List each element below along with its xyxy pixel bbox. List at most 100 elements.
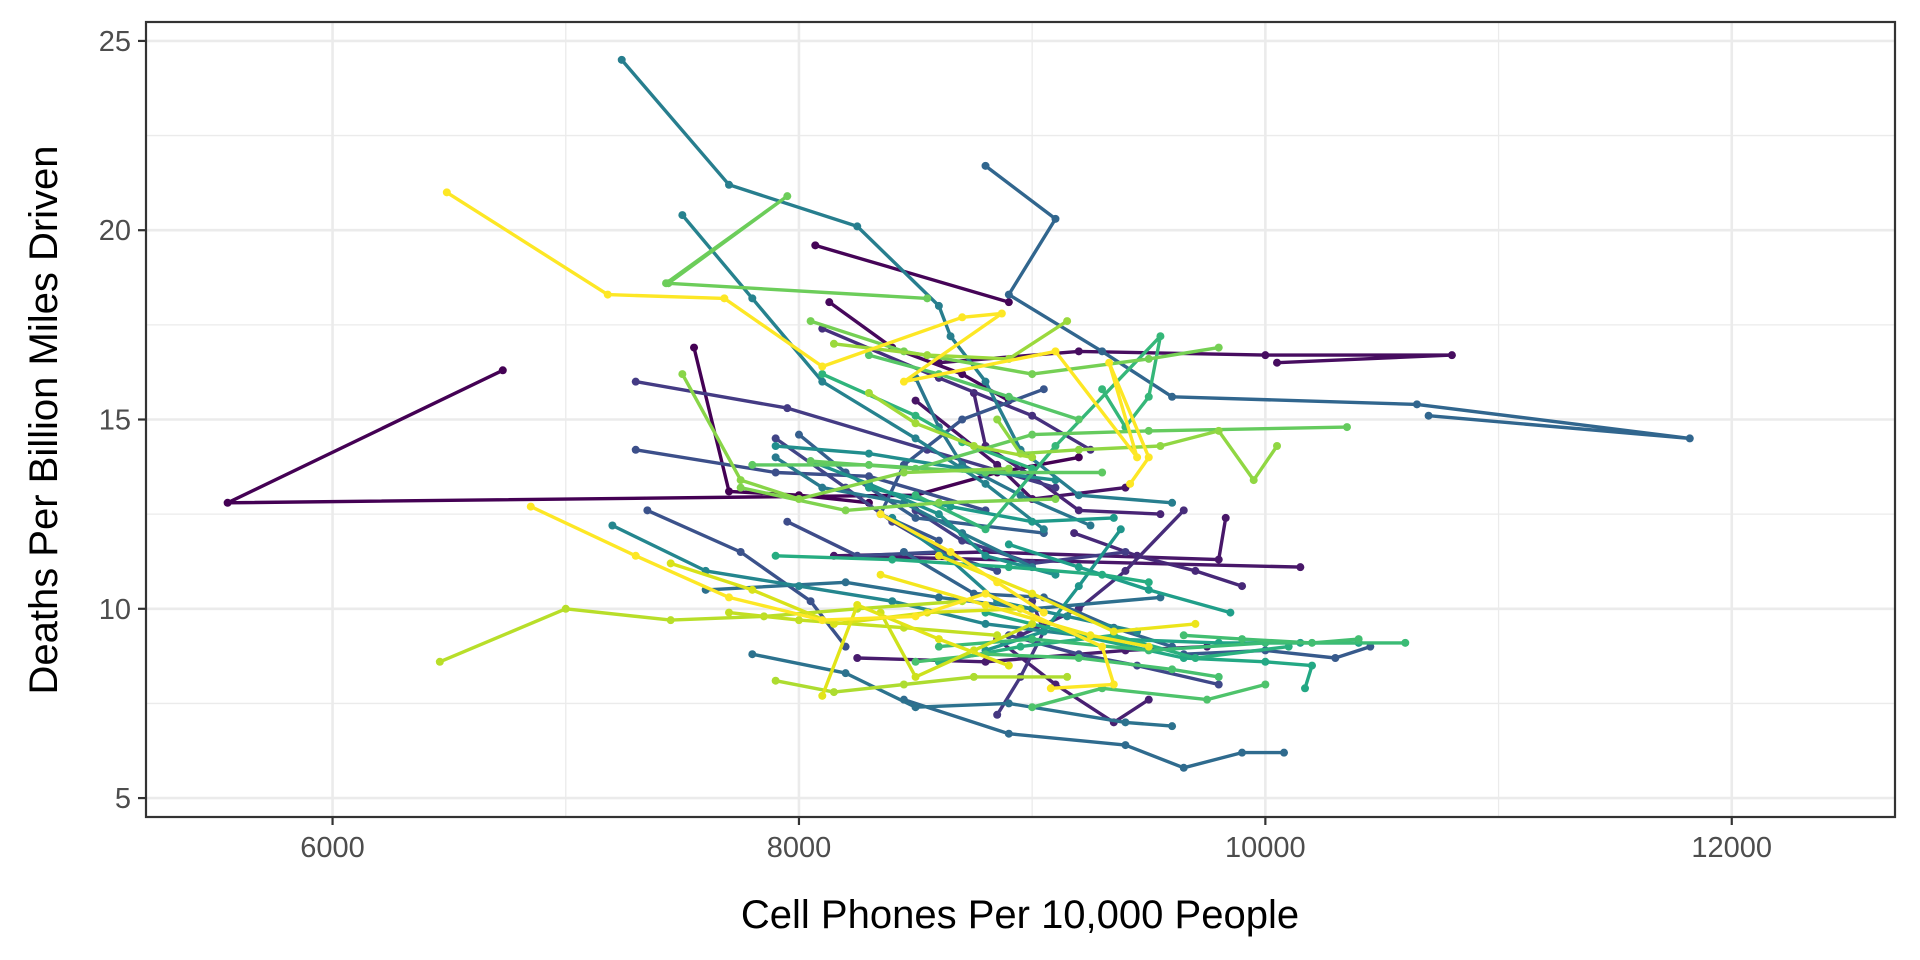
data-point: [1028, 619, 1037, 628]
data-point: [1098, 468, 1107, 477]
data-point: [1144, 585, 1153, 594]
data-point: [783, 404, 792, 413]
data-point: [1098, 385, 1107, 394]
data-point: [911, 411, 920, 420]
data-point: [771, 434, 780, 443]
data-point: [1004, 661, 1013, 670]
data-point: [1144, 642, 1153, 651]
series-line: [878, 573, 1151, 649]
series-group: [811, 241, 1013, 307]
data-point: [811, 241, 820, 250]
data-point: [1063, 612, 1072, 621]
data-point: [1098, 570, 1107, 579]
data-point: [899, 680, 908, 689]
data-point: [1144, 392, 1153, 401]
data-point: [1105, 358, 1114, 367]
data-point: [1179, 506, 1188, 515]
data-point: [981, 377, 990, 386]
data-point: [1156, 510, 1165, 519]
data-point: [1051, 214, 1060, 223]
data-point: [1074, 506, 1083, 515]
data-point: [1366, 642, 1375, 651]
plot-panel: [144, 20, 1897, 819]
data-point: [1168, 498, 1177, 507]
data-point: [1308, 661, 1316, 670]
data-point: [1051, 483, 1060, 492]
data-point: [1051, 442, 1060, 450]
data-point: [1074, 491, 1083, 500]
data-point: [818, 377, 827, 386]
series-group: [1070, 529, 1247, 591]
data-point: [678, 211, 687, 220]
data-point: [1074, 582, 1083, 591]
series-group: [771, 551, 1153, 587]
data-point: [946, 502, 955, 511]
data-point: [771, 676, 780, 685]
series-line: [1007, 542, 1233, 615]
data-point: [736, 548, 745, 556]
data-point: [1051, 476, 1060, 485]
data-point: [1028, 517, 1037, 526]
data-point: [1191, 654, 1200, 662]
data-point: [435, 657, 444, 666]
data-point: [1051, 495, 1060, 503]
data-point: [1121, 566, 1130, 575]
data-point: [864, 472, 873, 481]
series-group: [864, 483, 1118, 526]
data-point: [888, 597, 897, 606]
data-point: [829, 619, 838, 628]
data-point: [1261, 680, 1270, 689]
data-point: [1074, 445, 1083, 454]
data-point: [1004, 729, 1013, 738]
data-point: [1144, 426, 1153, 435]
series-line: [610, 523, 1081, 637]
data-point: [1028, 453, 1037, 462]
data-point: [934, 498, 943, 507]
series-group: [911, 332, 1165, 534]
data-point: [1156, 442, 1165, 450]
data-point: [981, 161, 990, 170]
data-point: [806, 317, 815, 326]
data-point: [969, 672, 978, 681]
data-point: [888, 555, 897, 564]
x-axis-title: Cell Phones Per 10,000 People: [741, 893, 1299, 937]
data-point: [725, 608, 733, 617]
data-point: [899, 548, 908, 556]
data-point: [829, 688, 838, 697]
series-line: [867, 353, 1081, 422]
data-point: [1098, 347, 1107, 356]
data-point: [561, 604, 570, 613]
data-point: [1016, 642, 1025, 651]
data-point: [1074, 415, 1083, 424]
data-point: [934, 301, 943, 310]
series-group: [1004, 540, 1235, 617]
data-point: [911, 491, 920, 500]
data-point: [1086, 521, 1095, 530]
series-line: [867, 391, 1034, 460]
data-point: [1238, 635, 1247, 644]
data-point: [853, 222, 862, 231]
data-point: [993, 578, 1002, 587]
data-point: [1214, 680, 1223, 689]
series-group: [442, 188, 1153, 488]
data-point: [1039, 608, 1048, 617]
data-point: [1168, 722, 1177, 731]
data-point: [1280, 748, 1289, 757]
data-point: [1116, 525, 1125, 534]
series-line: [739, 485, 1058, 513]
data-point: [841, 578, 850, 587]
data-point: [946, 332, 955, 341]
series-group: [748, 650, 1177, 731]
data-point: [748, 294, 757, 303]
data-point: [997, 309, 1006, 318]
data-point: [911, 419, 920, 428]
data-point: [725, 593, 733, 602]
data-point: [666, 559, 675, 568]
series-group: [771, 672, 1072, 697]
data-point: [1144, 354, 1153, 363]
series-line: [913, 508, 1128, 566]
data-point: [825, 298, 834, 307]
y-tick-label: 25: [99, 26, 131, 58]
data-point: [631, 551, 640, 560]
series-line: [813, 243, 1011, 304]
